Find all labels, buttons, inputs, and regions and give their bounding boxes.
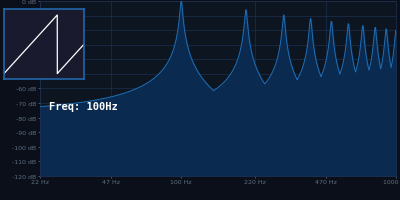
Text: Freq: 100Hz: Freq: 100Hz [49, 102, 118, 112]
